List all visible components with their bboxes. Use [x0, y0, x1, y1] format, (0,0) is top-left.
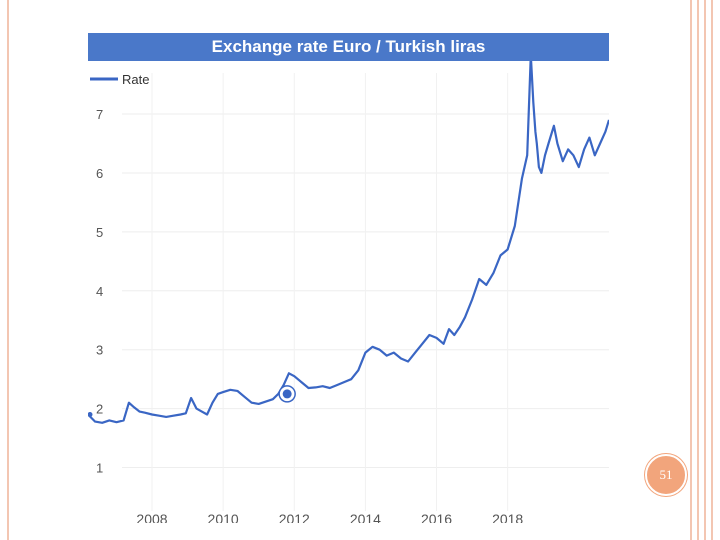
x-tick-label: 2010	[208, 511, 239, 523]
x-tick-label: 2014	[350, 511, 381, 523]
right-border-stripe	[704, 0, 706, 540]
chart-plot: 1 2 3 4 5 6 7 2008 2010 2012 2014 2016 2018 Rate	[88, 54, 609, 523]
y-tick-label: 4	[96, 284, 103, 299]
page-number-badge: 51	[645, 454, 687, 496]
y-tick-label: 1	[96, 461, 103, 476]
right-border-stripe	[690, 0, 692, 540]
y-tick-label: 2	[96, 402, 103, 417]
series-start-dot	[88, 412, 93, 418]
x-tick-label: 2012	[279, 511, 310, 523]
y-tick-label: 5	[96, 225, 103, 240]
series-line-rate	[88, 54, 609, 424]
y-tick-label: 3	[96, 343, 103, 358]
chart-title: Exchange rate Euro / Turkish liras	[88, 33, 609, 61]
right-border-stripe	[697, 0, 699, 540]
right-border-stripe	[711, 0, 713, 540]
chart-figure: 1 2 3 4 5 6 7 2008 2010 2012 2014 2016 2018 Rate Exch…	[88, 33, 609, 523]
x-tick-label: 2018	[492, 511, 523, 523]
x-tick-label: 2008	[136, 511, 167, 523]
y-tick-label: 6	[96, 166, 103, 181]
legend-label: Rate	[122, 72, 149, 87]
left-border-stripe	[7, 0, 9, 540]
y-tick-label: 7	[96, 107, 103, 122]
x-tick-label: 2016	[421, 511, 452, 523]
highlight-marker-dot	[282, 389, 292, 399]
